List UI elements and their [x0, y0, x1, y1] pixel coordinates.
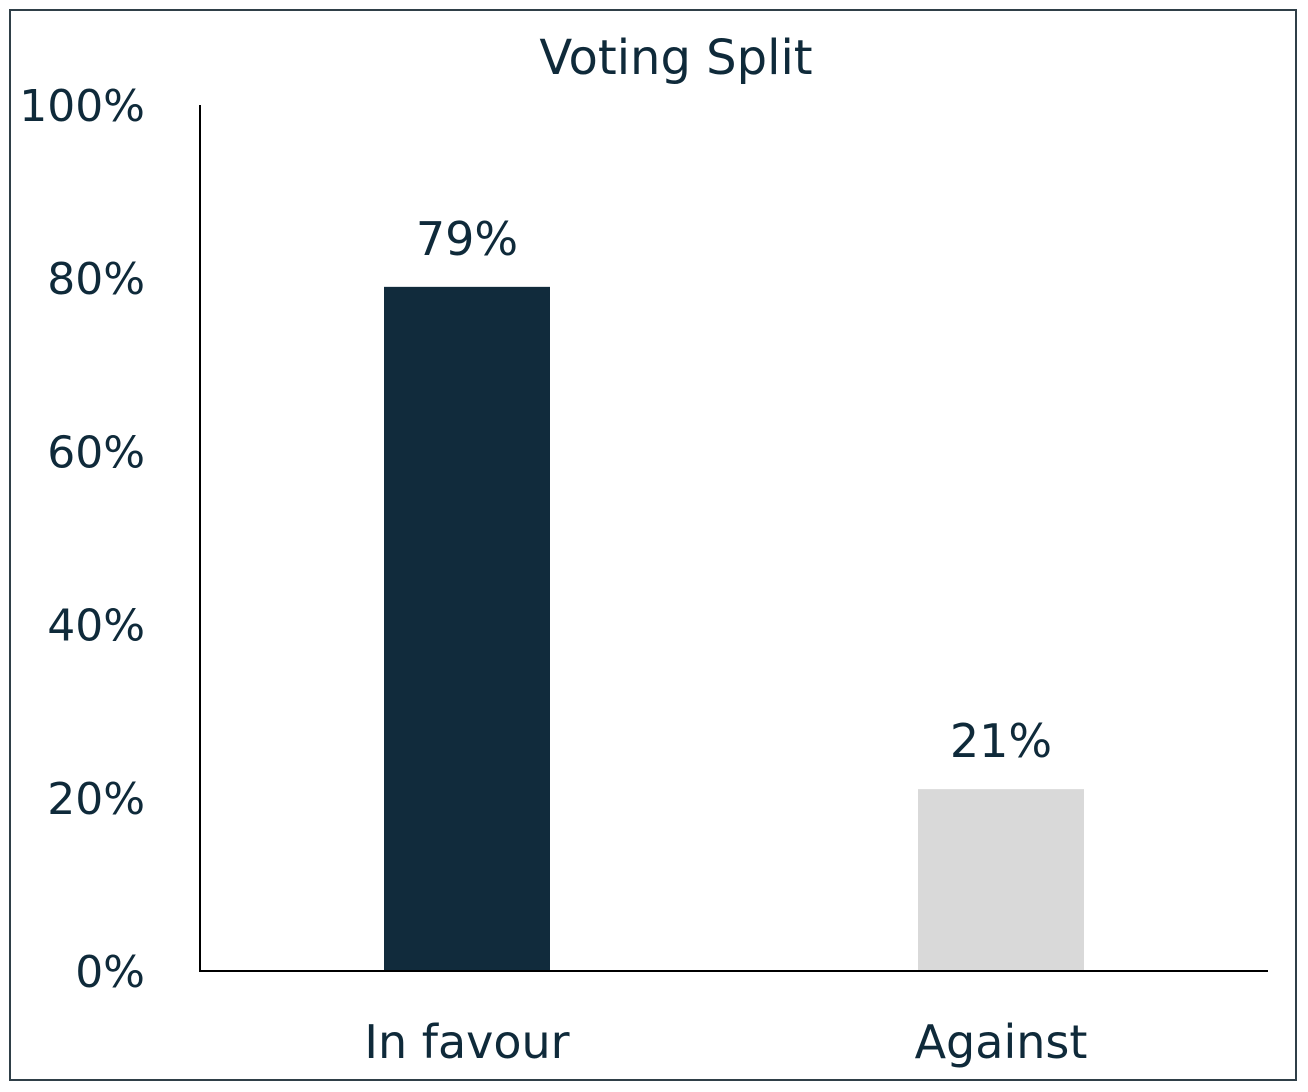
- bar-value-label: 79%: [416, 212, 518, 266]
- bar: [384, 286, 550, 971]
- bars: [384, 286, 1084, 971]
- x-tick-label: Against: [915, 1015, 1088, 1069]
- chart-title: Voting Split: [539, 30, 812, 86]
- y-tick-label: 80%: [47, 254, 145, 305]
- axes: [199, 105, 1268, 972]
- bar: [918, 789, 1084, 971]
- y-tick-label: 20%: [47, 774, 145, 825]
- x-tick-label: In favour: [364, 1015, 569, 1069]
- bar-data-labels: 79% 21%: [416, 212, 1052, 768]
- x-axis-category-labels: In favour Against: [364, 1015, 1087, 1069]
- bar-value-label: 21%: [950, 714, 1052, 768]
- y-tick-label: 100%: [19, 81, 145, 132]
- y-axis-tick-labels: 0% 20% 40% 60% 80% 100%: [19, 81, 145, 998]
- y-tick-label: 0%: [75, 947, 145, 998]
- y-tick-label: 40%: [47, 601, 145, 652]
- y-tick-label: 60%: [47, 427, 145, 478]
